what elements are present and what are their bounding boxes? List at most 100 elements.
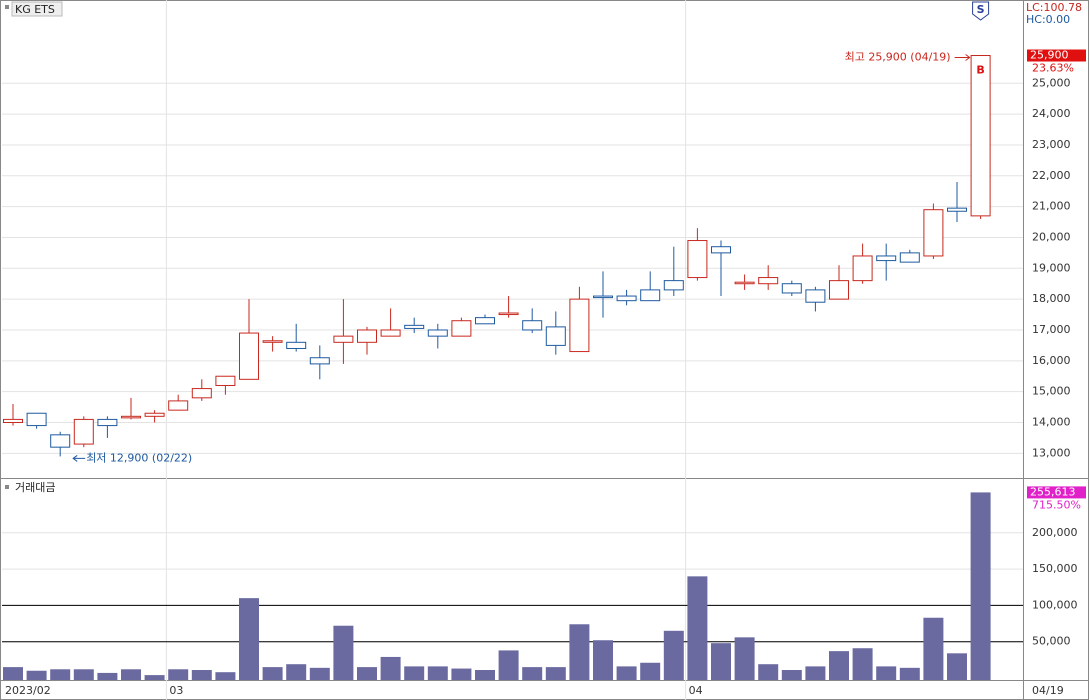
change-label: 23.63% xyxy=(1032,62,1074,75)
volume-bar xyxy=(73,669,94,680)
volume-bar xyxy=(309,667,330,680)
y-tick-label: 17,000 xyxy=(1032,323,1071,336)
volume-bar xyxy=(852,648,873,680)
y-tick-label: 19,000 xyxy=(1032,261,1071,274)
chart-title: KG ETS xyxy=(15,3,55,16)
value-tag-label: 255,613 xyxy=(1030,485,1076,498)
y-tick-label: 23,000 xyxy=(1032,138,1071,151)
volume-bar xyxy=(687,576,708,680)
candle-body xyxy=(3,418,23,423)
price-tag xyxy=(1027,49,1086,62)
candle-body xyxy=(663,280,684,291)
price-tag-label: 25,900 xyxy=(1030,49,1069,62)
candle-body xyxy=(640,289,661,302)
volume-bar xyxy=(781,670,802,680)
y-tick-label: 16,000 xyxy=(1032,354,1071,367)
candle-body xyxy=(357,329,377,343)
candle-body xyxy=(734,281,755,285)
x-tick-label: 03 xyxy=(169,684,183,697)
signal-label: S xyxy=(977,3,985,16)
candle-body xyxy=(498,312,519,316)
volume-bar xyxy=(829,651,849,680)
candle-body xyxy=(970,55,991,217)
min-arrow xyxy=(72,455,86,462)
candle-body xyxy=(427,329,448,337)
candle-body xyxy=(899,252,920,263)
candle-body xyxy=(168,400,189,411)
volume-bar xyxy=(640,662,661,680)
candle-body xyxy=(687,240,708,279)
volume-bar xyxy=(616,666,637,680)
y-tick-label: 100,000 xyxy=(1032,598,1078,611)
candle-body xyxy=(758,277,779,285)
candle-body xyxy=(593,295,613,299)
lc-label: LC:100.78 xyxy=(1026,1,1082,14)
volume-bar xyxy=(451,668,472,680)
volume-bar xyxy=(711,643,731,680)
volume-bar xyxy=(899,667,920,680)
volume-bar xyxy=(498,650,519,680)
volume-bar xyxy=(191,670,212,680)
candle-body xyxy=(404,324,425,329)
candle-body xyxy=(121,415,141,419)
volume-bar xyxy=(26,670,47,680)
volume-bar xyxy=(286,664,307,680)
volume-bar xyxy=(475,670,495,680)
signal-label: B xyxy=(976,64,984,77)
y-tick-label: 25,000 xyxy=(1032,76,1071,89)
y-tick-label: 13,000 xyxy=(1032,446,1071,459)
candle-body xyxy=(309,357,330,365)
volume-bar xyxy=(215,672,236,680)
candle-body xyxy=(569,298,590,353)
volume-bar xyxy=(758,664,779,680)
candle-body xyxy=(286,341,307,349)
y-tick-label: 18,000 xyxy=(1032,292,1071,305)
y-tick-label: 22,000 xyxy=(1032,169,1071,182)
x-tick-label: 04 xyxy=(689,684,703,697)
volume-bar xyxy=(239,598,259,680)
candle-body xyxy=(97,418,118,427)
volume-bar xyxy=(168,669,189,680)
y-tick-label: 15,000 xyxy=(1032,385,1071,398)
volume-bar xyxy=(144,675,165,680)
volume-bar xyxy=(663,630,684,680)
candle-body xyxy=(144,412,165,417)
y-tick-label: 200,000 xyxy=(1032,526,1078,539)
change-label: 715.50% xyxy=(1032,498,1081,511)
y-tick-label: 50,000 xyxy=(1032,635,1071,648)
volume-bar xyxy=(121,669,141,680)
candle-body xyxy=(781,283,802,294)
candle-body xyxy=(475,317,495,325)
y-tick-label: 24,000 xyxy=(1032,107,1071,120)
volume-bar xyxy=(50,669,71,680)
last-date-label: 04/19 xyxy=(1032,684,1064,697)
volume-bar xyxy=(404,666,425,680)
candle-body xyxy=(333,335,354,343)
candle-body xyxy=(852,255,873,282)
volume-bar xyxy=(947,653,967,680)
candle-body xyxy=(522,320,543,331)
candle-body xyxy=(262,340,283,343)
candle-body xyxy=(239,332,259,380)
panel-icon xyxy=(5,485,9,489)
candle-body xyxy=(451,320,472,337)
volume-bar xyxy=(593,640,613,680)
volume-bar xyxy=(262,667,283,680)
volume-bar xyxy=(545,667,566,680)
volume-bar xyxy=(569,624,590,680)
y-tick-label: 20,000 xyxy=(1032,230,1071,243)
value-tag xyxy=(1027,486,1086,499)
title-box xyxy=(11,1,63,17)
volume-bar xyxy=(333,625,354,680)
max-label: 최고 25,900 (04/19) xyxy=(845,51,951,64)
y-tick-label: 21,000 xyxy=(1032,200,1071,213)
candle-body xyxy=(876,255,897,262)
candle-body xyxy=(711,246,731,254)
candle-body xyxy=(50,434,71,448)
volume-bar xyxy=(97,672,118,680)
signal-marker xyxy=(972,1,990,21)
volume-bar xyxy=(427,666,448,680)
panel-icon xyxy=(5,5,9,9)
volume-bar xyxy=(805,666,826,680)
